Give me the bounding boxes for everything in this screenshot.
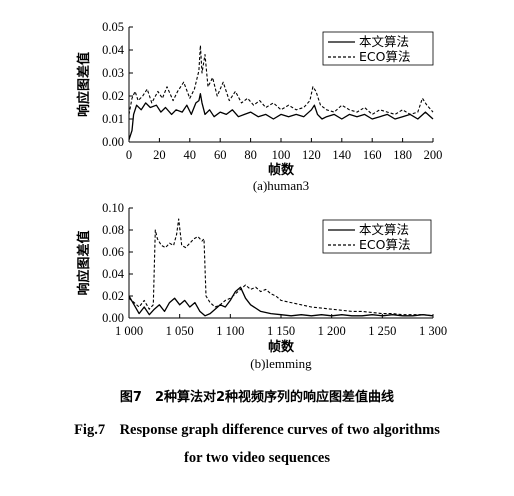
series-line-ours [128, 93, 434, 140]
x-tick-label: 80 [244, 148, 257, 162]
legend-label: 本文算法 [359, 222, 409, 237]
x-tick-label: 1 250 [368, 324, 396, 338]
x-tick-label: 100 [272, 148, 291, 162]
x-tick-label: 120 [302, 148, 321, 162]
series-line-eco [128, 44, 434, 115]
subplot-caption: (b)lemming [250, 356, 312, 371]
legend-box [322, 31, 434, 66]
x-axis-label: 帧数 [268, 339, 295, 355]
x-tick-label: 1 200 [318, 324, 346, 338]
y-tick-label: 0.03 [102, 66, 124, 80]
x-tick-label: 1 050 [166, 324, 194, 338]
x-tick-label: 20 [153, 148, 166, 162]
y-tick-label: 0.05 [102, 20, 124, 34]
x-tick-label: 60 [214, 148, 227, 162]
legend-label: 本文算法 [359, 34, 409, 49]
x-tick-label: 140 [332, 148, 351, 162]
caption-english-line1: Fig.7 Response graph difference curves o… [74, 422, 440, 438]
x-tick-label: 200 [424, 148, 443, 162]
caption-chinese: 图7 2种算法对2种视频序列的响应图差值曲线 [119, 390, 395, 405]
legend-box [322, 219, 432, 254]
caption-english-line2: for two video sequences [184, 450, 330, 466]
legend-label: ECO算法 [359, 237, 410, 252]
x-tick-label: 180 [393, 148, 412, 162]
y-tick-label: 0.01 [102, 112, 124, 126]
y-axis-label: 响应图差值 [76, 52, 92, 117]
y-tick-label: 0.00 [102, 311, 124, 325]
y-tick-label: 0.02 [102, 289, 124, 303]
y-tick-label: 0.04 [102, 43, 125, 57]
x-tick-label: 160 [363, 148, 382, 162]
y-tick-label: 0.08 [102, 223, 124, 237]
y-tick-label: 0.10 [102, 201, 124, 215]
x-tick-label: 1 300 [419, 324, 447, 338]
x-tick-label: 40 [184, 148, 197, 162]
y-tick-label: 0.02 [102, 89, 124, 103]
x-axis-label: 帧数 [268, 162, 295, 178]
x-tick-label: 1 100 [216, 324, 244, 338]
series-line-eco [128, 218, 434, 317]
series-line-ours [128, 286, 434, 317]
y-tick-label: 0.06 [102, 245, 124, 259]
y-axis-label: 响应图差值 [76, 230, 92, 295]
legend-label: ECO算法 [359, 49, 410, 64]
x-tick-label: 0 [126, 148, 132, 162]
y-tick-label: 0.04 [102, 267, 125, 281]
x-tick-label: 1 000 [115, 324, 143, 338]
y-tick-label: 0.00 [102, 135, 124, 149]
subplot-caption: (a)human3 [253, 178, 309, 193]
x-tick-label: 1 150 [267, 324, 295, 338]
